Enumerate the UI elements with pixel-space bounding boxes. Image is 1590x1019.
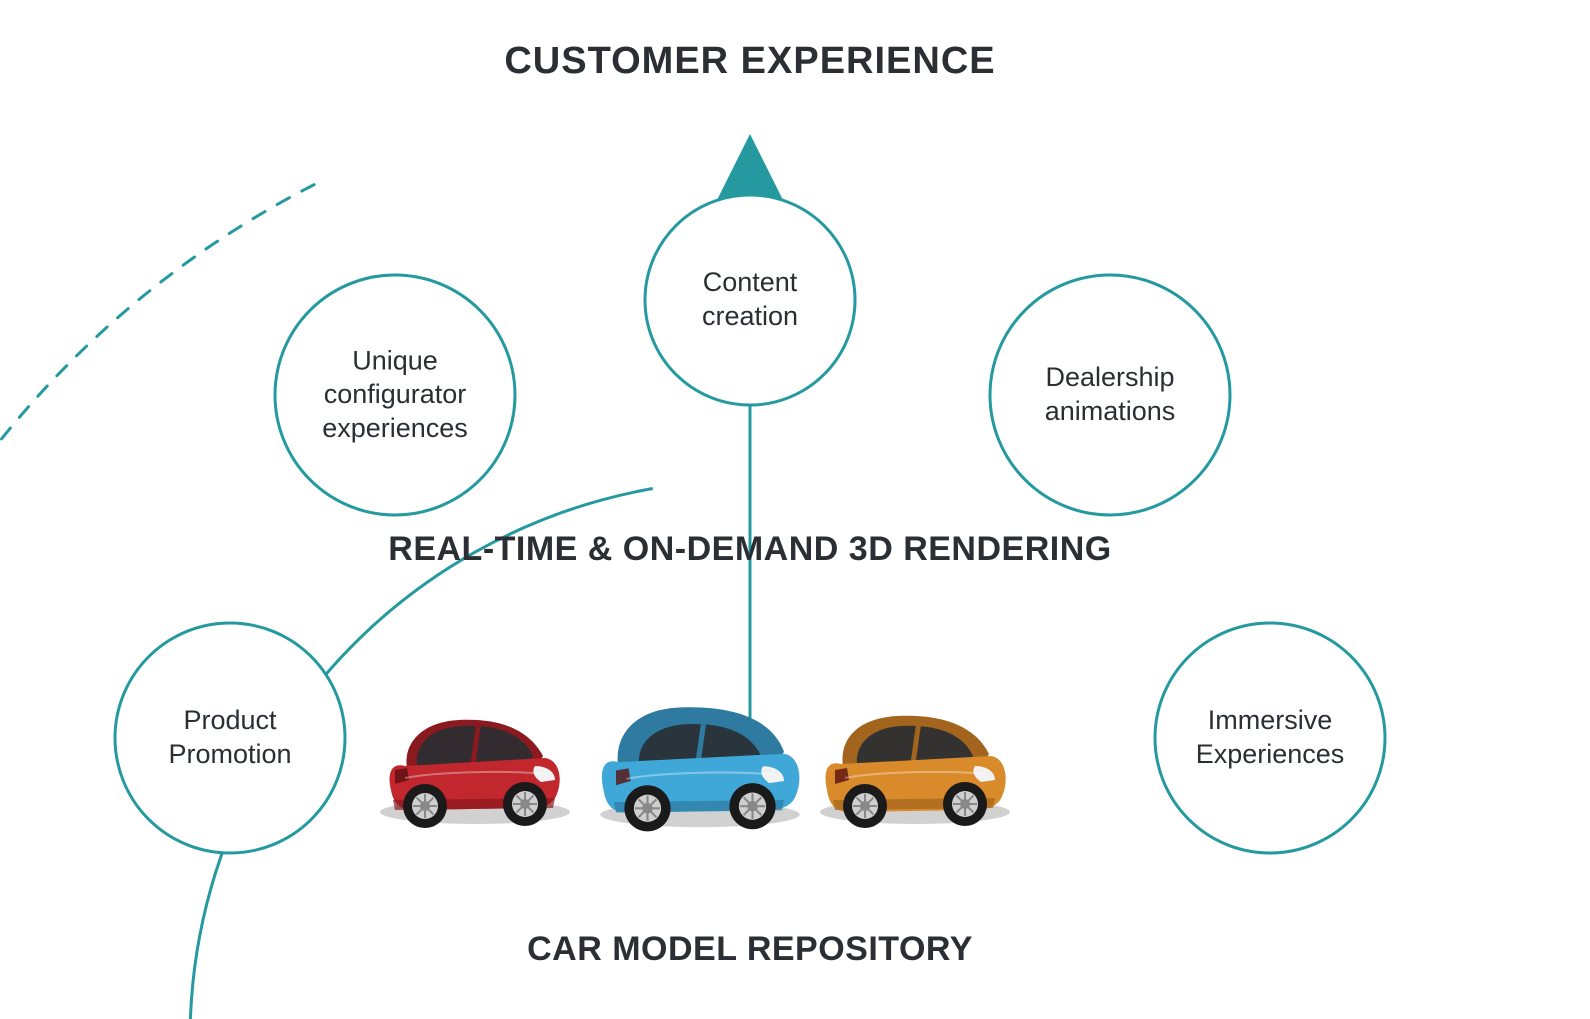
node-label-content-creation-line0: Content [703,267,798,297]
node-label-product-promotion-line0: Product [183,705,277,735]
node-label-content-creation-line1: creation [702,301,798,331]
car-blue [600,707,800,831]
title-top: CUSTOMER EXPERIENCE [504,40,995,82]
node-dealership: Dealership animations [990,275,1230,515]
node-label-immersive-line1: Experiences [1196,739,1345,769]
node-label-unique-configurator-line2: experiences [322,413,468,443]
title-middle: REAL-TIME & ON-DEMAND 3D RENDERING [388,530,1111,568]
node-label-immersive-line0: Immersive [1208,705,1333,735]
node-product-promotion: Product Promotion [115,623,345,853]
node-label-product-promotion-line1: Promotion [168,739,291,769]
car-red [380,720,570,828]
node-label-dealership-line0: Dealership [1045,362,1174,392]
node-label-unique-configurator-line0: Unique [352,345,438,375]
node-label-unique-configurator-line1: configurator [324,379,467,409]
node-unique-configurator: Unique configurator experiences [275,275,515,515]
car-orange [820,716,1010,828]
node-content-creation: Content creation [645,195,855,405]
node-immersive: Immersive Experiences [1155,623,1385,853]
title-bottom: CAR MODEL REPOSITORY [527,930,973,968]
outer-dashed-arc [0,185,314,1019]
node-label-dealership-line1: animations [1045,396,1176,426]
